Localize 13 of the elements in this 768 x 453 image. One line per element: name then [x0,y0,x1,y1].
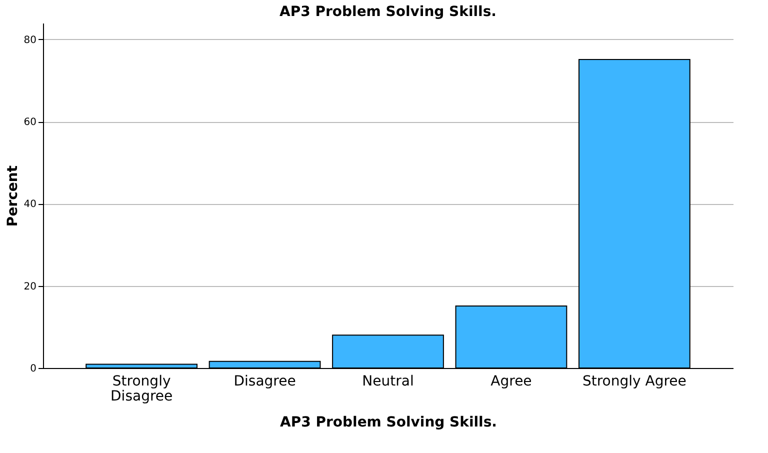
chart-title: AP3 Problem Solving Skills. [280,4,496,20]
y-tick-label: 20 [24,281,36,292]
y-tick-label: 60 [24,117,36,128]
y-tick-label: 40 [24,199,36,210]
y-tick-label: 0 [30,364,36,374]
x-tick-label: Agree [490,374,532,390]
x-axis-title: AP3 Problem Solving Skills. [280,414,497,430]
x-tick-label: Strongly Disagree [110,374,173,404]
x-tick-label: Neutral [362,374,414,390]
x-tick-label: Strongly Agree [582,374,686,390]
y-axis-title: Percent [4,165,21,227]
y-tick-label: 80 [24,34,36,46]
x-tick-label: Disagree [234,374,296,390]
